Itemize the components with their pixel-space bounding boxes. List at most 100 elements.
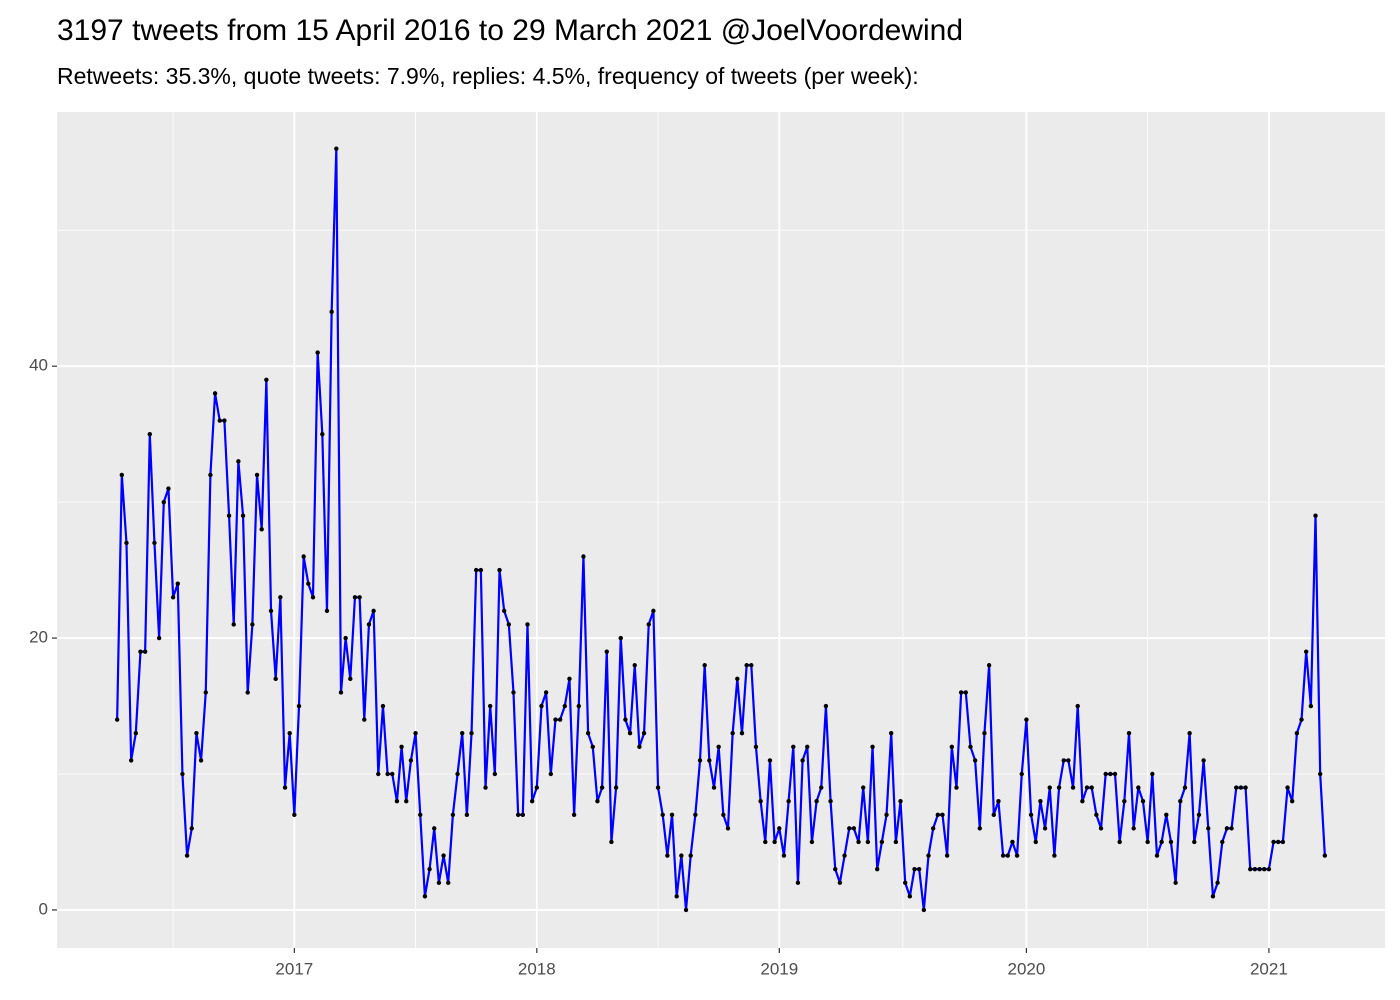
point	[352, 595, 358, 600]
point	[632, 663, 637, 668]
point	[1234, 785, 1239, 790]
point	[679, 853, 684, 858]
x-tick-label: 2019	[760, 959, 798, 978]
point	[1140, 798, 1146, 804]
point	[385, 771, 390, 777]
point	[1173, 880, 1178, 885]
point	[944, 853, 950, 858]
point	[888, 731, 894, 736]
point	[721, 812, 726, 817]
point	[1201, 758, 1206, 763]
point	[436, 880, 442, 885]
point	[245, 690, 250, 695]
point	[1229, 826, 1234, 831]
point	[278, 595, 283, 600]
point	[814, 798, 819, 804]
point	[273, 676, 278, 682]
point	[655, 785, 661, 790]
point	[404, 798, 409, 804]
point	[506, 622, 512, 627]
point	[847, 826, 852, 831]
x-tick-label: 2021	[1250, 959, 1288, 978]
point	[585, 731, 591, 736]
point	[735, 676, 740, 682]
point	[786, 798, 791, 804]
point	[1299, 717, 1304, 722]
point	[334, 146, 339, 151]
point	[128, 758, 134, 763]
point	[1243, 785, 1248, 790]
y-tick-label: 20	[29, 628, 48, 647]
point	[478, 567, 484, 573]
point	[170, 595, 176, 600]
point	[856, 839, 861, 845]
point	[166, 486, 171, 491]
point	[184, 853, 190, 858]
point	[1303, 649, 1309, 654]
point	[809, 839, 815, 845]
point	[777, 826, 782, 831]
point	[595, 798, 600, 804]
point	[1308, 703, 1314, 709]
point	[250, 622, 255, 627]
point	[646, 622, 651, 627]
point	[1117, 839, 1122, 845]
point	[1010, 839, 1015, 845]
point	[1056, 785, 1062, 790]
point	[875, 866, 880, 872]
point	[1075, 703, 1080, 709]
point	[1103, 771, 1108, 777]
point	[581, 554, 586, 559]
point	[329, 309, 334, 315]
point	[310, 595, 316, 600]
point	[800, 758, 805, 763]
point	[958, 690, 964, 695]
point	[226, 513, 232, 518]
point	[660, 812, 665, 817]
point	[842, 853, 847, 858]
point	[1145, 839, 1150, 845]
point	[693, 812, 698, 817]
point	[315, 350, 320, 355]
point	[879, 839, 885, 845]
point	[282, 785, 288, 790]
point	[702, 663, 707, 668]
point	[487, 703, 493, 709]
point	[1313, 513, 1318, 518]
point	[534, 785, 540, 790]
point	[473, 567, 479, 573]
point	[394, 798, 400, 804]
point	[236, 459, 241, 464]
point	[697, 758, 703, 763]
point	[562, 703, 567, 709]
point	[422, 894, 428, 899]
point	[972, 758, 978, 763]
y-tick-label: 0	[39, 899, 48, 918]
point	[161, 499, 166, 505]
point	[954, 785, 959, 790]
point	[287, 731, 292, 736]
point	[753, 744, 759, 750]
point	[446, 880, 451, 885]
point	[208, 472, 213, 478]
point	[1271, 839, 1276, 845]
point	[781, 853, 787, 858]
point	[268, 608, 274, 614]
point	[599, 785, 605, 790]
point	[222, 418, 227, 423]
point	[665, 853, 670, 858]
point	[1187, 731, 1192, 736]
point	[1098, 826, 1104, 831]
point	[916, 866, 922, 872]
point	[1224, 826, 1230, 831]
point	[180, 771, 185, 777]
point	[432, 826, 437, 831]
point	[963, 690, 969, 695]
point	[292, 812, 297, 817]
plot-background	[57, 112, 1385, 948]
point	[674, 894, 679, 899]
point	[627, 731, 633, 736]
point	[492, 771, 498, 777]
point	[795, 880, 801, 885]
